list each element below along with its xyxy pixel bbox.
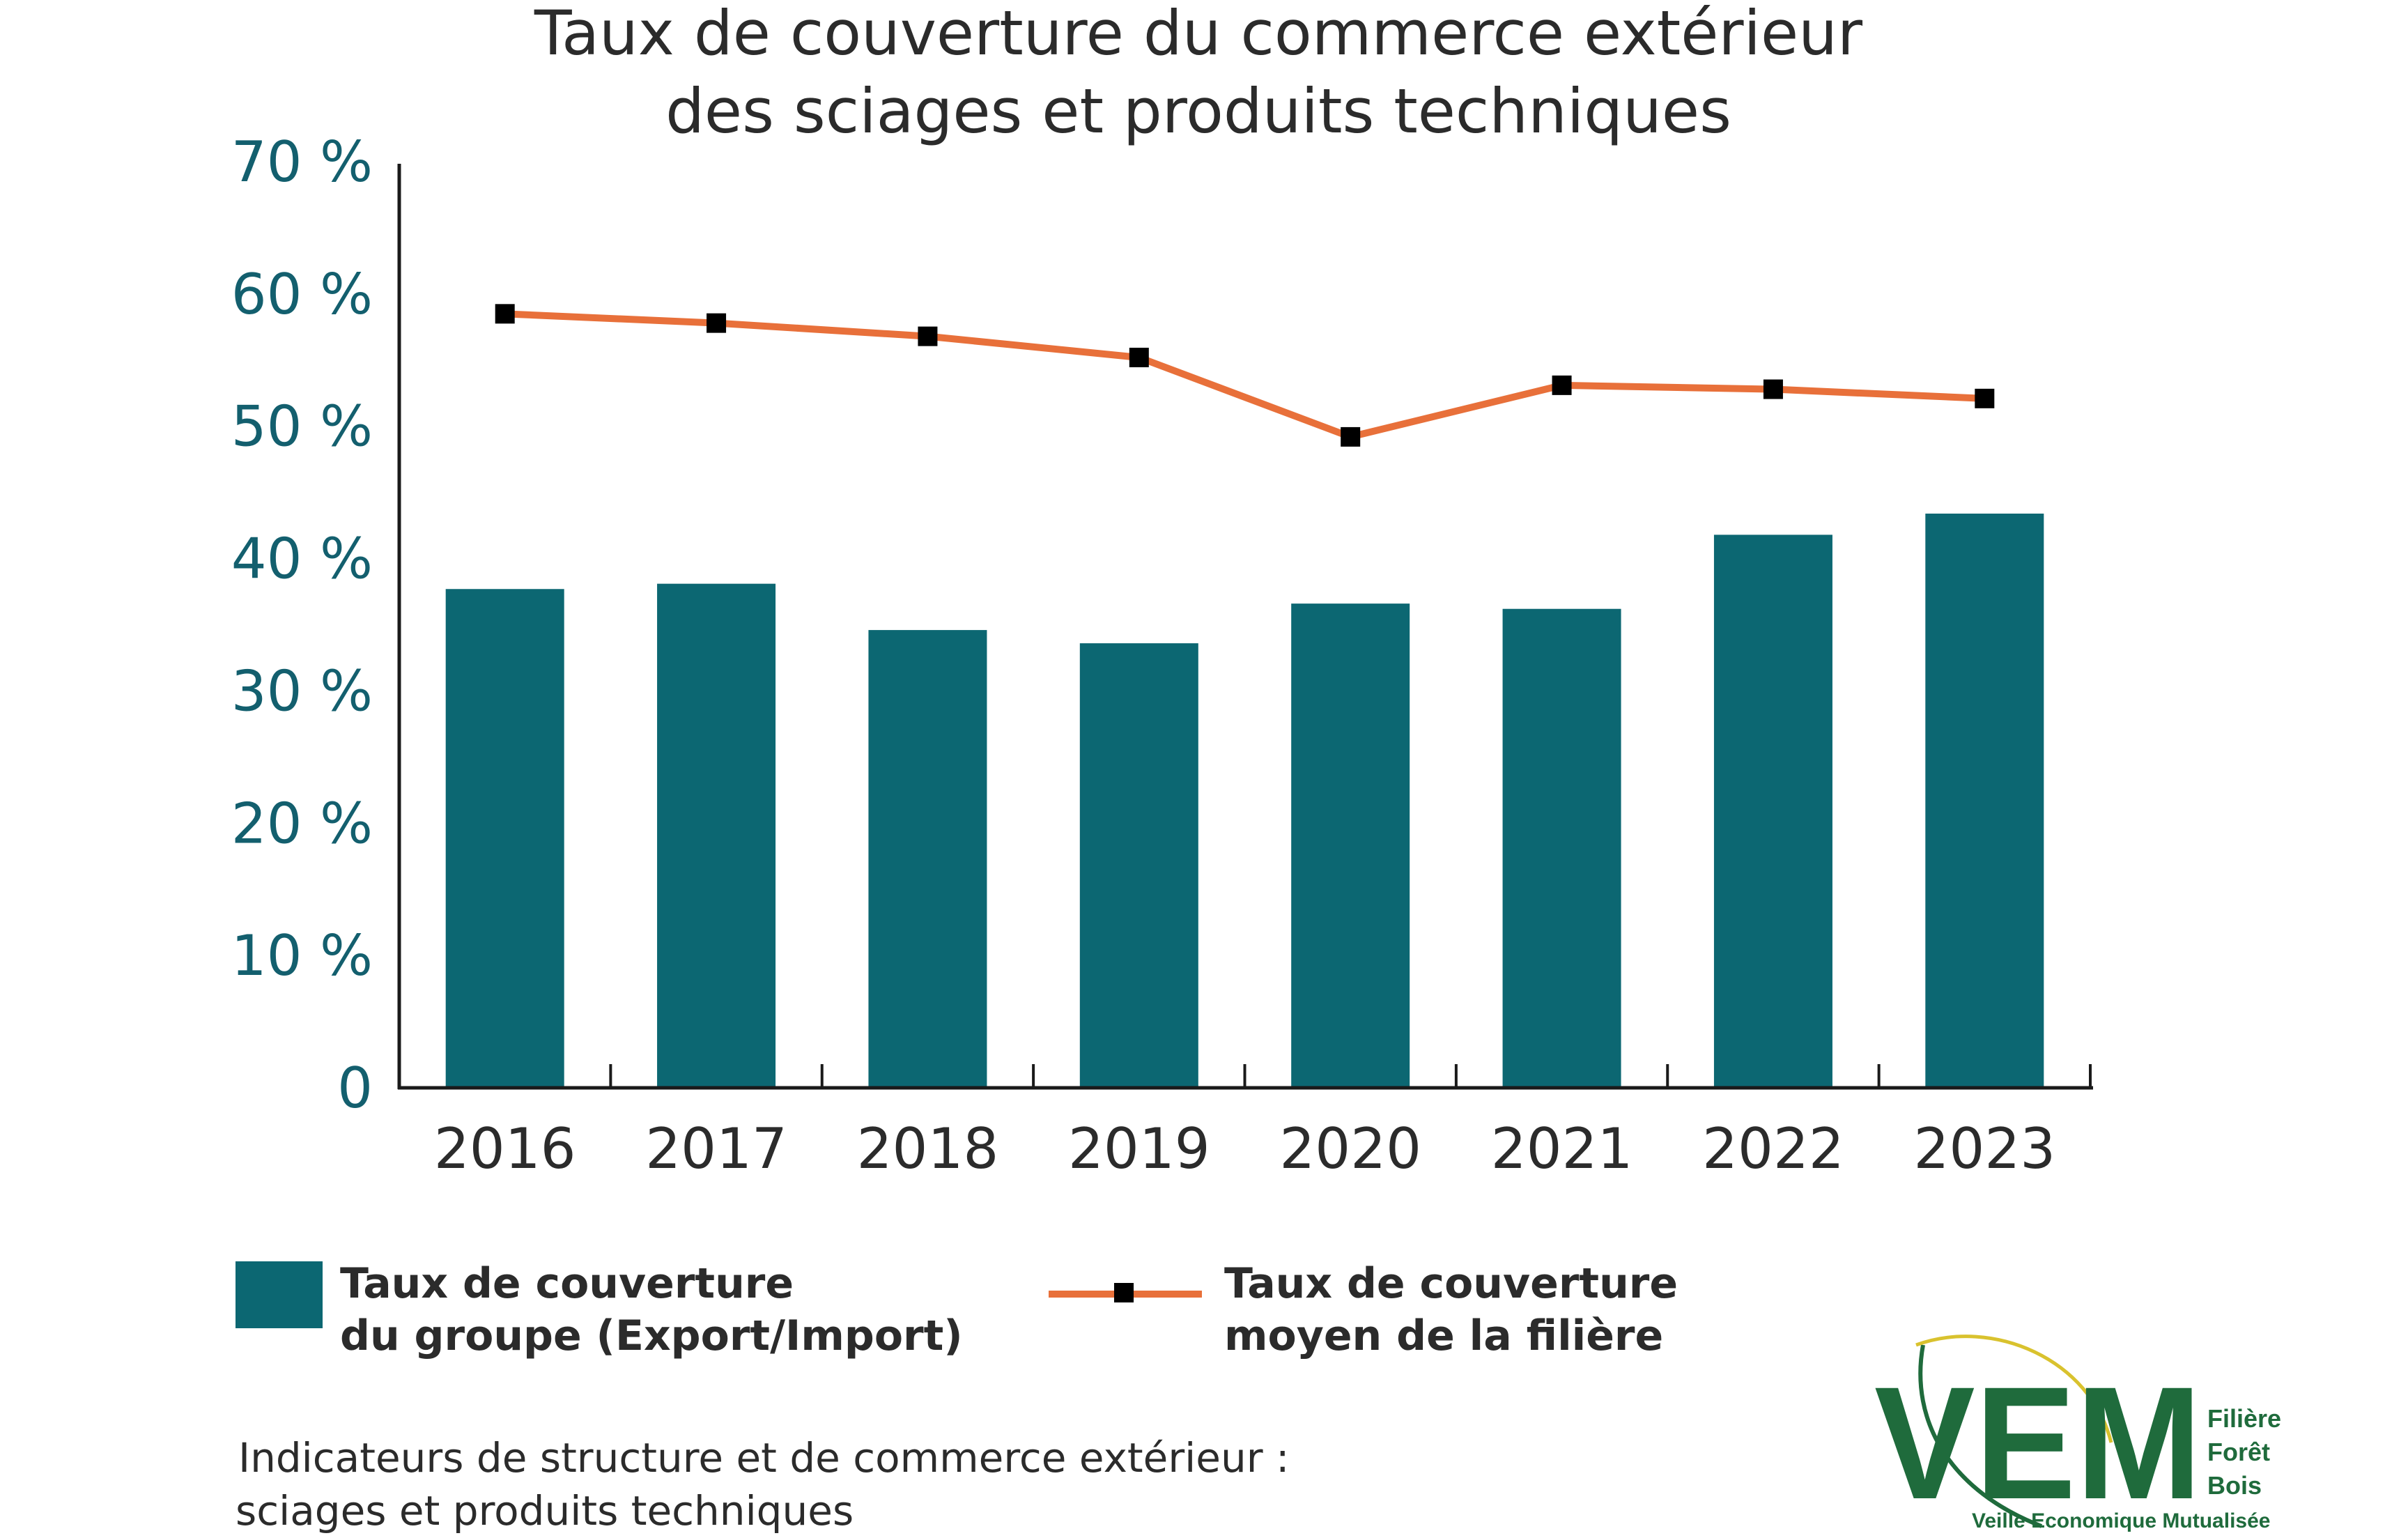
x-tick-label: 2023: [1914, 1116, 2056, 1181]
bar-2020: [1291, 603, 1410, 1088]
y-tick-label: 40 %: [231, 527, 373, 592]
y-tick-label: 10 %: [231, 923, 373, 988]
vem-logo: VEM Filière Forêt Bois Veille Economique…: [1874, 1335, 2281, 1532]
x-axis-ticks: 2016 2017 2018 2019 2020 2021 2022 2023: [434, 1064, 2092, 1181]
line-point-2019: [1129, 347, 1149, 367]
line-point-2023: [1975, 388, 1995, 408]
logo-line-bois: Bois: [2207, 1471, 2262, 1500]
y-tick-label: 50 %: [231, 394, 373, 459]
x-tick-label: 2018: [857, 1116, 999, 1181]
x-tick-label: 2020: [1279, 1116, 1421, 1181]
y-tick-label: 60 %: [231, 262, 373, 327]
y-tick-label: 0: [337, 1056, 373, 1121]
bar-2022: [1713, 535, 1832, 1088]
legend-line-label-line-1: Taux de couverture: [1224, 1259, 1678, 1308]
legend: Taux de couverture du groupe (Export/Imp…: [236, 1259, 1678, 1360]
average-coverage-line: [504, 310, 1985, 440]
line-point-2020: [1341, 426, 1361, 447]
y-tick-label: 70 %: [231, 130, 373, 194]
y-tick-label: 20 %: [231, 791, 373, 856]
bar-2021: [1502, 608, 1621, 1088]
logo-swoosh-green-icon: [1918, 1344, 2043, 1528]
line-point-2016: [495, 304, 515, 324]
chart-title-line-2: des sciages et produits techniques: [665, 75, 1731, 147]
bar-2017: [657, 583, 776, 1088]
logo-line-foret: Forêt: [2207, 1438, 2270, 1466]
line-point-2021: [1552, 375, 1572, 395]
axes: [397, 164, 2093, 1090]
x-tick-label: 2017: [645, 1116, 787, 1181]
x-tick-label: 2019: [1068, 1116, 1210, 1181]
bar-2018: [868, 630, 987, 1088]
caption-line-1: Indicateurs de structure et de commerce …: [238, 1434, 1290, 1482]
x-tick-label: 2021: [1491, 1116, 1633, 1181]
caption: Indicateurs de structure et de commerce …: [236, 1434, 1290, 1535]
logo-swoosh-yellow-icon: [1915, 1335, 2113, 1443]
y-tick-label: 30 %: [231, 659, 373, 723]
bar-2023: [1925, 514, 2044, 1088]
legend-bar-label-line-2: du groupe (Export/Import): [340, 1312, 963, 1360]
legend-bar-label-line-1: Taux de couverture: [340, 1259, 794, 1308]
y-axis-tick-labels: 0 10 % 20 % 30 % 40 % 50 % 60 % 70 %: [231, 130, 373, 1121]
bar-2016: [445, 589, 564, 1088]
line-point-2017: [707, 313, 727, 333]
chart-title: Taux de couverture du commerce extérieur…: [534, 0, 1863, 147]
bar-2019: [1079, 643, 1198, 1088]
chart-title-line-1: Taux de couverture du commerce extérieur: [534, 0, 1863, 69]
legend-line-label-line-2: moyen de la filière: [1224, 1312, 1663, 1360]
x-tick-label: 2022: [1702, 1116, 1844, 1181]
line-point-2022: [1763, 379, 1783, 399]
logo-tagline: Veille Economique Mutualisée: [1972, 1509, 2270, 1532]
line-series: [495, 304, 1995, 447]
line-point-2018: [918, 326, 938, 346]
logo-letters: VEM: [1874, 1353, 2202, 1532]
legend-bar-swatch: [236, 1261, 323, 1328]
x-tick-label: 2016: [434, 1116, 576, 1181]
caption-line-2: sciages et produits techniques: [236, 1487, 854, 1535]
bar-series: [445, 514, 2044, 1088]
legend-line-marker: [1114, 1283, 1134, 1302]
logo-line-filiere: Filière: [2207, 1404, 2281, 1433]
